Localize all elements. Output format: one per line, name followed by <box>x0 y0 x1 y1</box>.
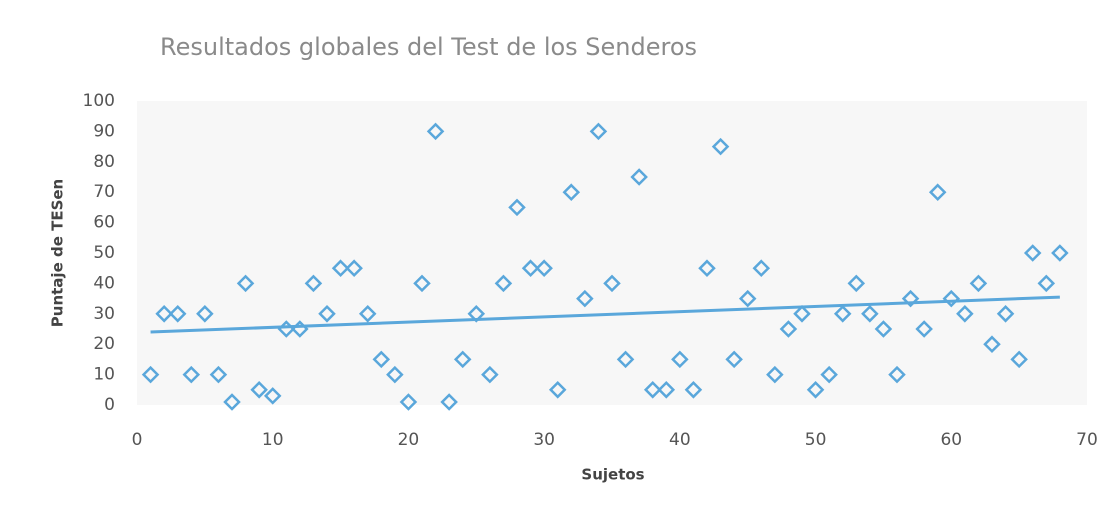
point <box>901 289 920 308</box>
point <box>738 289 757 308</box>
point <box>386 365 404 384</box>
point <box>874 320 893 338</box>
point <box>589 122 608 141</box>
point <box>671 350 689 369</box>
point <box>223 393 241 411</box>
point <box>752 259 771 277</box>
point <box>603 274 621 293</box>
point <box>1037 274 1056 293</box>
y-tick-label: 0 <box>104 395 115 415</box>
point <box>779 320 798 338</box>
point <box>304 274 323 293</box>
point <box>508 198 526 217</box>
point <box>494 274 513 293</box>
point <box>616 350 635 369</box>
point <box>1051 244 1069 262</box>
plot-area <box>137 101 1087 405</box>
chart-title: Resultados globales del Test de los Send… <box>160 33 697 61</box>
point <box>684 381 703 399</box>
point <box>548 381 567 399</box>
point <box>793 305 811 323</box>
point <box>576 289 594 308</box>
point <box>766 365 784 384</box>
x-tick-label: 50 <box>805 430 827 450</box>
x-tick-label: 30 <box>533 430 555 450</box>
point <box>996 305 1015 323</box>
point <box>915 320 933 338</box>
point <box>399 393 418 411</box>
point <box>440 393 458 411</box>
point <box>481 365 499 384</box>
x-axis-label: Sujetos <box>581 466 644 484</box>
point <box>372 350 391 369</box>
point <box>413 274 431 293</box>
x-tick-label: 60 <box>940 430 962 450</box>
point <box>630 168 648 186</box>
point <box>725 350 743 369</box>
point <box>888 365 906 384</box>
point <box>250 381 268 399</box>
x-tick-label: 70 <box>1076 430 1098 450</box>
point <box>983 335 1001 353</box>
y-tick-label: 100 <box>83 91 115 111</box>
y-tick-label: 50 <box>93 243 115 263</box>
point <box>969 274 988 293</box>
y-tick-label: 90 <box>93 121 115 141</box>
point <box>711 137 730 156</box>
point <box>1023 244 1042 262</box>
point <box>345 259 363 277</box>
point <box>942 289 961 308</box>
point <box>209 365 228 384</box>
point <box>698 259 716 277</box>
point <box>168 305 187 323</box>
point <box>861 305 879 323</box>
point <box>1010 350 1028 369</box>
point <box>535 259 553 277</box>
point <box>657 381 676 399</box>
point <box>236 274 255 293</box>
x-tick-label: 10 <box>262 430 284 450</box>
point <box>521 259 540 277</box>
point <box>141 365 160 384</box>
point <box>833 305 852 323</box>
point <box>263 387 282 405</box>
point <box>318 305 336 323</box>
point <box>426 122 445 141</box>
point <box>928 183 947 201</box>
point <box>820 365 838 384</box>
y-axis-label: Puntaje de TESen <box>49 179 67 327</box>
point <box>358 305 377 323</box>
y-tick-label: 80 <box>93 152 115 172</box>
y-tick-label: 20 <box>93 334 115 354</box>
x-tick-label: 40 <box>669 430 691 450</box>
y-tick-label: 40 <box>93 273 115 293</box>
y-tick-label: 10 <box>93 365 115 385</box>
point <box>182 365 201 384</box>
point <box>847 274 866 293</box>
x-tick-label: 0 <box>132 430 143 450</box>
point <box>155 305 173 323</box>
trendline <box>150 295 1060 334</box>
point <box>196 305 214 323</box>
y-tick-label: 70 <box>93 182 115 202</box>
point <box>956 305 974 323</box>
point <box>562 183 581 201</box>
point <box>331 259 350 277</box>
point <box>806 381 825 399</box>
y-tick-label: 60 <box>93 213 115 233</box>
point <box>643 381 662 399</box>
y-tick-label: 30 <box>93 304 115 324</box>
x-tick-label: 20 <box>398 430 420 450</box>
point <box>453 350 472 369</box>
